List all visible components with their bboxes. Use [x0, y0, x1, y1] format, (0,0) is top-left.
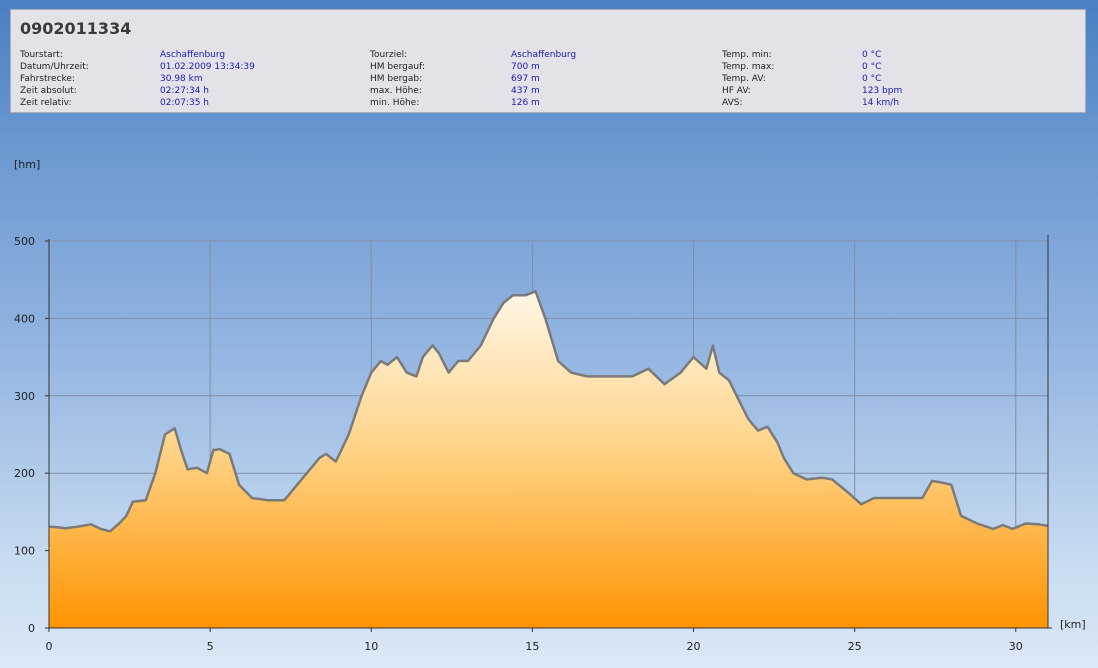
- label-tourziel: Tourziel:: [370, 50, 408, 60]
- label-max-hoehe: max. Höhe:: [370, 86, 422, 96]
- value-datum: 01.02.2009 13:34:39: [160, 62, 255, 72]
- value-hf-av: 123 bpm: [862, 86, 903, 96]
- y-tick-labels: 0 100 200 300 400 500: [14, 235, 35, 635]
- info-col-3-values: 0 °C 0 °C 0 °C 123 bpm 14 km/h: [862, 49, 902, 109]
- label-temp-av: Temp. AV:: [722, 74, 766, 84]
- x-tick-label: 30: [1009, 640, 1023, 653]
- x-axis-unit-label: [km]: [1060, 618, 1086, 631]
- value-max-hoehe: 437 m: [511, 86, 540, 96]
- x-tick-label: 25: [848, 640, 862, 653]
- tour-info-panel: 0902011334 Tourstart: Datum/Uhrzeit: Fah…: [10, 9, 1086, 113]
- label-avs: AVS:: [722, 98, 743, 108]
- x-tick-label: 15: [525, 640, 539, 653]
- x-tick-label: 10: [364, 640, 378, 653]
- value-hm-bergab: 697 m: [511, 74, 540, 84]
- info-col-3-labels: Temp. min: Temp. max: Temp. AV: HF AV: A…: [722, 49, 774, 109]
- x-tick-label: 0: [46, 640, 53, 653]
- x-tick-label: 20: [687, 640, 701, 653]
- value-zeit-absolut: 02:27:34 h: [160, 86, 209, 96]
- label-temp-max: Temp. max:: [722, 62, 775, 72]
- y-tick-label: 0: [28, 622, 35, 635]
- value-temp-min: 0 °C: [862, 50, 882, 60]
- info-col-1-labels: Tourstart: Datum/Uhrzeit: Fahrstrecke: Z…: [20, 49, 89, 109]
- value-temp-max: 0 °C: [862, 62, 882, 72]
- label-fahrstrecke: Fahrstrecke:: [20, 74, 75, 84]
- label-zeit-relativ: Zeit relativ:: [20, 98, 72, 108]
- y-tick-label: 300: [14, 390, 35, 403]
- y-tick-label: 100: [14, 545, 35, 558]
- tour-id: 0902011334: [20, 19, 132, 38]
- value-min-hoehe: 126 m: [511, 98, 540, 108]
- label-hf-av: HF AV:: [722, 86, 751, 96]
- chart-axes: [45, 235, 1052, 632]
- value-zeit-relativ: 02:07:35 h: [160, 98, 209, 108]
- value-hm-bergauf: 700 m: [511, 62, 540, 72]
- info-col-2-labels: Tourziel: HM bergauf: HM bergab: max. Hö…: [370, 49, 425, 109]
- value-fahrstrecke: 30.98 km: [160, 74, 203, 84]
- info-col-1-values: Aschaffenburg 01.02.2009 13:34:39 30.98 …: [160, 49, 255, 109]
- label-zeit-absolut: Zeit absolut:: [20, 86, 77, 96]
- value-temp-av: 0 °C: [862, 74, 882, 84]
- value-tourstart: Aschaffenburg: [160, 50, 226, 60]
- label-tourstart: Tourstart:: [20, 50, 63, 60]
- info-col-2-values: Aschaffenburg 700 m 697 m 437 m 126 m: [511, 49, 576, 109]
- x-tick-label: 5: [207, 640, 214, 653]
- elevation-profile-line: [48, 290, 1049, 533]
- elevation-area: [49, 291, 1048, 628]
- y-tick-label: 500: [14, 235, 35, 248]
- x-tick-labels: 0 5 10 15 20 25 30: [46, 640, 1023, 653]
- value-tourziel: Aschaffenburg: [511, 50, 577, 60]
- label-hm-bergab: HM bergab:: [370, 74, 423, 84]
- y-tick-label: 400: [14, 312, 35, 325]
- value-avs: 14 km/h: [862, 98, 900, 108]
- label-hm-bergauf: HM bergauf:: [370, 62, 425, 72]
- label-temp-min: Temp. min:: [722, 50, 772, 60]
- label-min-hoehe: min. Höhe:: [370, 98, 420, 108]
- label-datum: Datum/Uhrzeit:: [20, 62, 89, 72]
- y-tick-label: 200: [14, 467, 35, 480]
- y-axis-unit-label: [hm]: [14, 158, 40, 171]
